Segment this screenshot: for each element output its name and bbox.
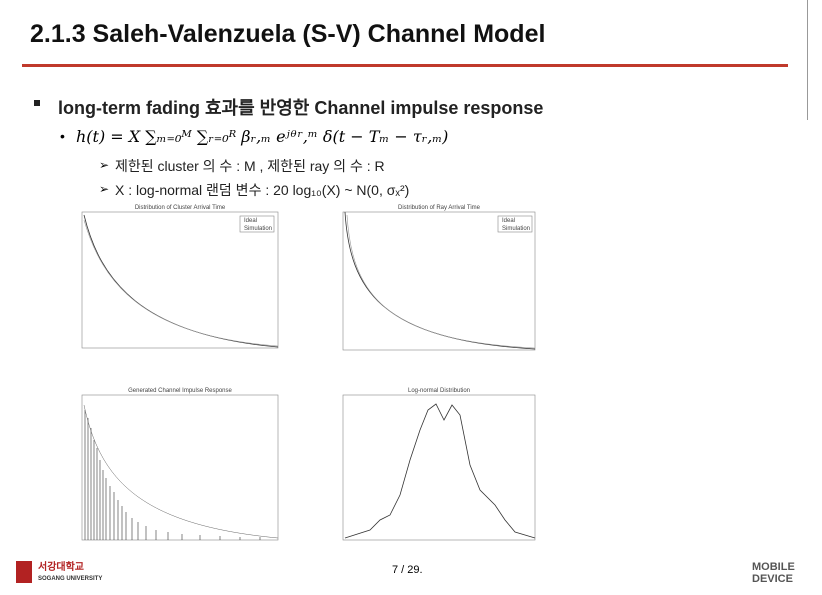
figure-title: Log-normal Distribution (408, 388, 470, 394)
slide-title: 2.1.3 Saleh-Valenzuela (S-V) Channel Mod… (30, 20, 546, 48)
side-line (807, 0, 808, 120)
legend-box (497, 215, 533, 233)
curve (83, 219, 279, 347)
title-rule (22, 64, 788, 67)
legend-entry: Ideal (502, 218, 515, 224)
envelope (83, 404, 279, 539)
arrow-mark: ➢ (99, 158, 110, 172)
histogram-line (344, 403, 536, 539)
sub-item: X : log-normal 랜덤 변수 : 20 log₁₀(X) ~ N(0… (115, 182, 410, 198)
legend-entry: Simulation (502, 226, 530, 232)
figure-title: Distribution of Ray Arrival Time (398, 205, 481, 211)
bullet-text: long-term fading 효과를 반영한 Channel impulse… (58, 98, 544, 118)
logo-text: SOGANG UNIVERSITY (38, 576, 102, 582)
logo-text: 서강대학교 (38, 560, 84, 573)
figure-title: Generated Channel Impulse Response (128, 388, 232, 394)
axes-box (81, 394, 279, 541)
logo-shield (16, 561, 32, 583)
curve (344, 211, 536, 350)
figure-title: Distribution of Cluster Arrival Time (135, 205, 226, 211)
legend-entry: Simulation (244, 226, 272, 232)
logo-text: MOBILE (752, 561, 795, 573)
arrow-mark: ➢ (99, 182, 110, 196)
sub-item: 제한된 cluster 의 수 : M , 제한된 ray 의 수 : R (115, 158, 385, 174)
legend-entry: Ideal (244, 218, 257, 224)
axes-box (342, 394, 536, 541)
curve (83, 214, 279, 348)
curve (346, 214, 536, 349)
impulses (84, 410, 261, 540)
axes-box (81, 211, 279, 349)
formula: h(t) = X ∑ₘ₌₀ᴹ ∑ᵣ₌₀ᴿ βᵣ,ₘ eʲᶿʳ,ᵐ δ(t − T… (76, 127, 449, 146)
legend-box (239, 215, 275, 233)
axes-box (342, 211, 536, 351)
bullet-dot: • (60, 128, 65, 144)
bullet-mark (34, 100, 40, 106)
logo-text: DEVICE (752, 573, 793, 585)
page-number: 7 / 29. (392, 564, 423, 576)
